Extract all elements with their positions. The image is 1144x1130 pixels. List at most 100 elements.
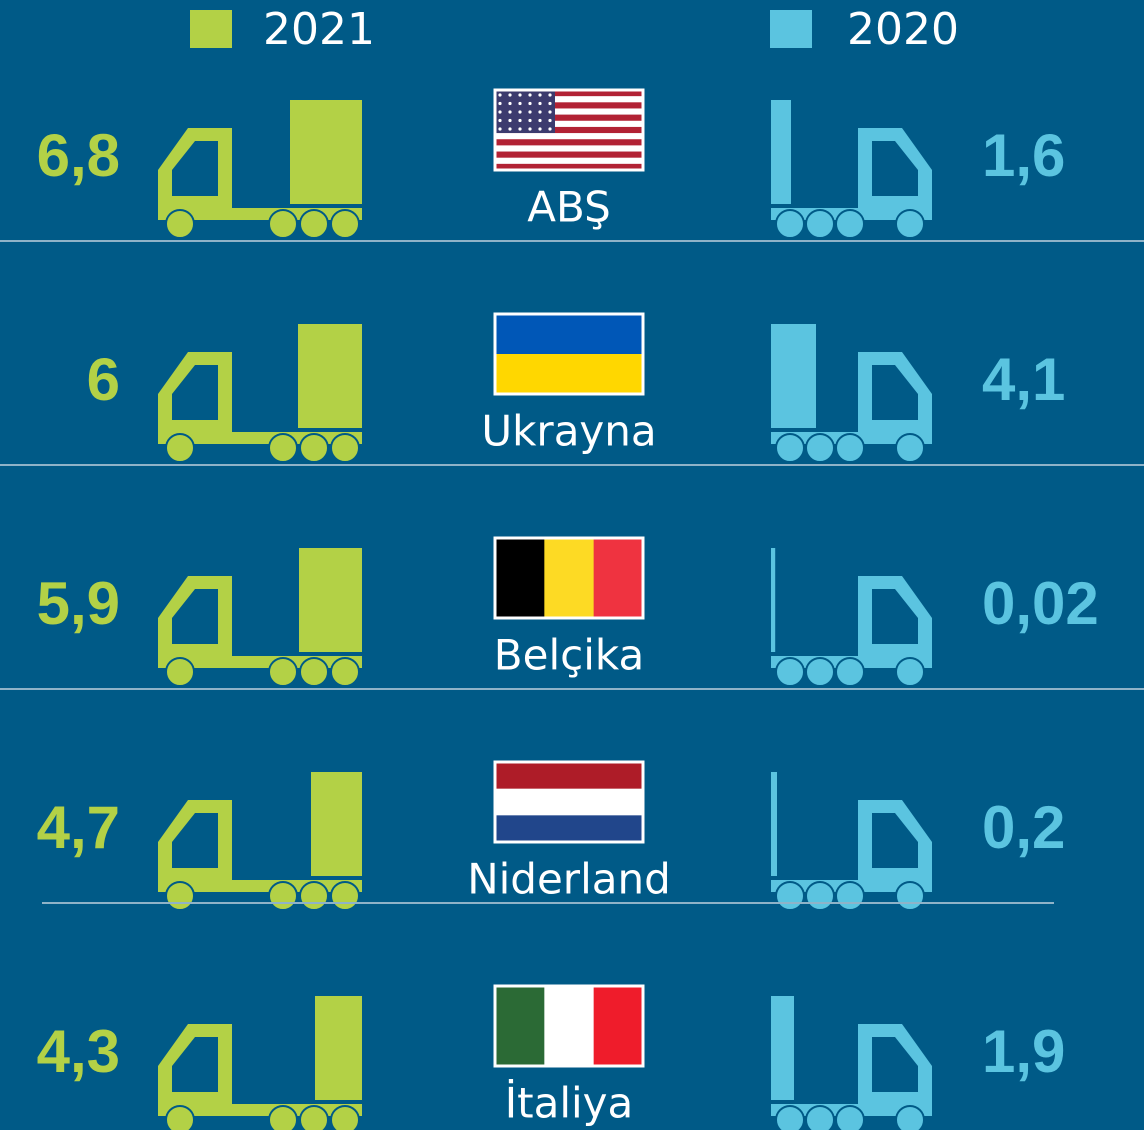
value-label: 0,2 — [982, 794, 1065, 861]
flag-stripe — [495, 986, 545, 1066]
cargo-bar — [290, 100, 362, 204]
flag-stripe — [495, 139, 643, 146]
flag-border — [493, 536, 645, 620]
row: Belçika 5,9 0,02 — [0, 536, 1144, 690]
flag-stripe — [495, 151, 643, 158]
flag — [495, 986, 644, 1066]
flag-stripe — [495, 108, 643, 115]
flag-border — [493, 984, 645, 1068]
flag-star — [508, 118, 512, 123]
flag — [495, 538, 644, 618]
truck-wheel — [299, 209, 329, 239]
flag-stripe — [495, 90, 643, 97]
flag-star — [538, 101, 542, 106]
truck-window — [872, 365, 918, 420]
flag-star — [508, 110, 512, 114]
truck-wheel — [895, 881, 925, 911]
truck-wheel — [330, 433, 360, 463]
cargo-bar — [771, 772, 777, 876]
country-label: Niderland — [467, 855, 671, 904]
truck-window — [172, 141, 218, 196]
truck-wheel — [835, 881, 865, 911]
truck-wheel — [775, 1105, 805, 1130]
cargo-bar — [298, 324, 362, 428]
flag-star — [518, 127, 522, 131]
legend-swatch — [770, 10, 812, 48]
truck-wheel — [805, 1105, 835, 1130]
value-label: 1,9 — [982, 1018, 1065, 1085]
flag-star — [548, 93, 552, 97]
flag-star — [518, 118, 522, 123]
value-label: 1,6 — [982, 122, 1065, 189]
truck-wheel — [805, 881, 835, 911]
flag-star — [528, 118, 532, 123]
flag-star — [548, 110, 552, 114]
flag-stripe — [593, 538, 644, 618]
flag-stripe — [495, 133, 643, 140]
truck-wheel — [299, 1105, 329, 1130]
cargo-bar — [311, 772, 362, 876]
truck-wheel — [299, 433, 329, 463]
flag-star — [508, 101, 512, 106]
truck-wheel — [268, 433, 298, 463]
flag — [495, 90, 643, 171]
flag-star — [538, 93, 542, 97]
truck-wheel — [775, 657, 805, 687]
truck-wheel — [268, 657, 298, 687]
flag-star — [538, 110, 542, 114]
flag — [495, 314, 643, 394]
legend-swatch — [190, 10, 232, 48]
truck-window — [172, 365, 218, 420]
flag-stripe — [495, 157, 643, 165]
flag-star — [498, 101, 502, 106]
truck-wheel — [165, 1105, 195, 1130]
truck-wheel — [835, 1105, 865, 1130]
flag-stripe — [495, 815, 643, 843]
truck-wheel — [805, 209, 835, 239]
flag-border — [493, 760, 645, 844]
cargo-bar — [771, 548, 776, 652]
flag-star — [538, 127, 542, 131]
flag-border — [493, 312, 645, 396]
flag-border — [493, 88, 645, 172]
flag-star — [518, 101, 522, 106]
country-label: Belçika — [494, 631, 644, 680]
truck-wheel — [299, 657, 329, 687]
flag-star — [528, 127, 532, 131]
flag-star — [498, 118, 502, 123]
cargo-bar — [771, 100, 791, 204]
cargo-bar — [299, 548, 362, 652]
truck-wheel — [895, 433, 925, 463]
flag-stripe — [544, 986, 594, 1066]
value-label: 5,9 — [37, 570, 120, 637]
value-label: 0,02 — [982, 570, 1099, 637]
truck-window — [172, 813, 218, 868]
flag-star — [498, 93, 502, 97]
truck-wheel — [268, 881, 298, 911]
flag-star — [548, 127, 552, 131]
flag-star — [508, 127, 512, 131]
flag-stripe — [495, 114, 643, 122]
truck-wheel — [165, 657, 195, 687]
flag-star — [528, 110, 532, 114]
flag-stripe — [495, 126, 643, 134]
truck-wheel — [775, 433, 805, 463]
flag-stripe — [495, 163, 643, 171]
flag-star — [528, 93, 532, 97]
truck-wheel — [165, 881, 195, 911]
truck-wheel — [895, 1105, 925, 1130]
truck-wheel — [330, 209, 360, 239]
truck-wheel — [805, 433, 835, 463]
row: İtaliya 4,3 1,9 — [37, 984, 1065, 1130]
flag-canton — [495, 90, 555, 133]
flag-stripe — [495, 314, 643, 354]
country-label: İtaliya — [505, 1078, 634, 1128]
flag-star — [518, 110, 522, 114]
flag-stripe — [495, 788, 643, 816]
cargo-bar — [771, 324, 816, 428]
value-label: 6,8 — [37, 122, 120, 189]
flag-star — [508, 93, 512, 97]
truck-wheel — [330, 1105, 360, 1130]
country-label: ABŞ — [527, 183, 610, 232]
